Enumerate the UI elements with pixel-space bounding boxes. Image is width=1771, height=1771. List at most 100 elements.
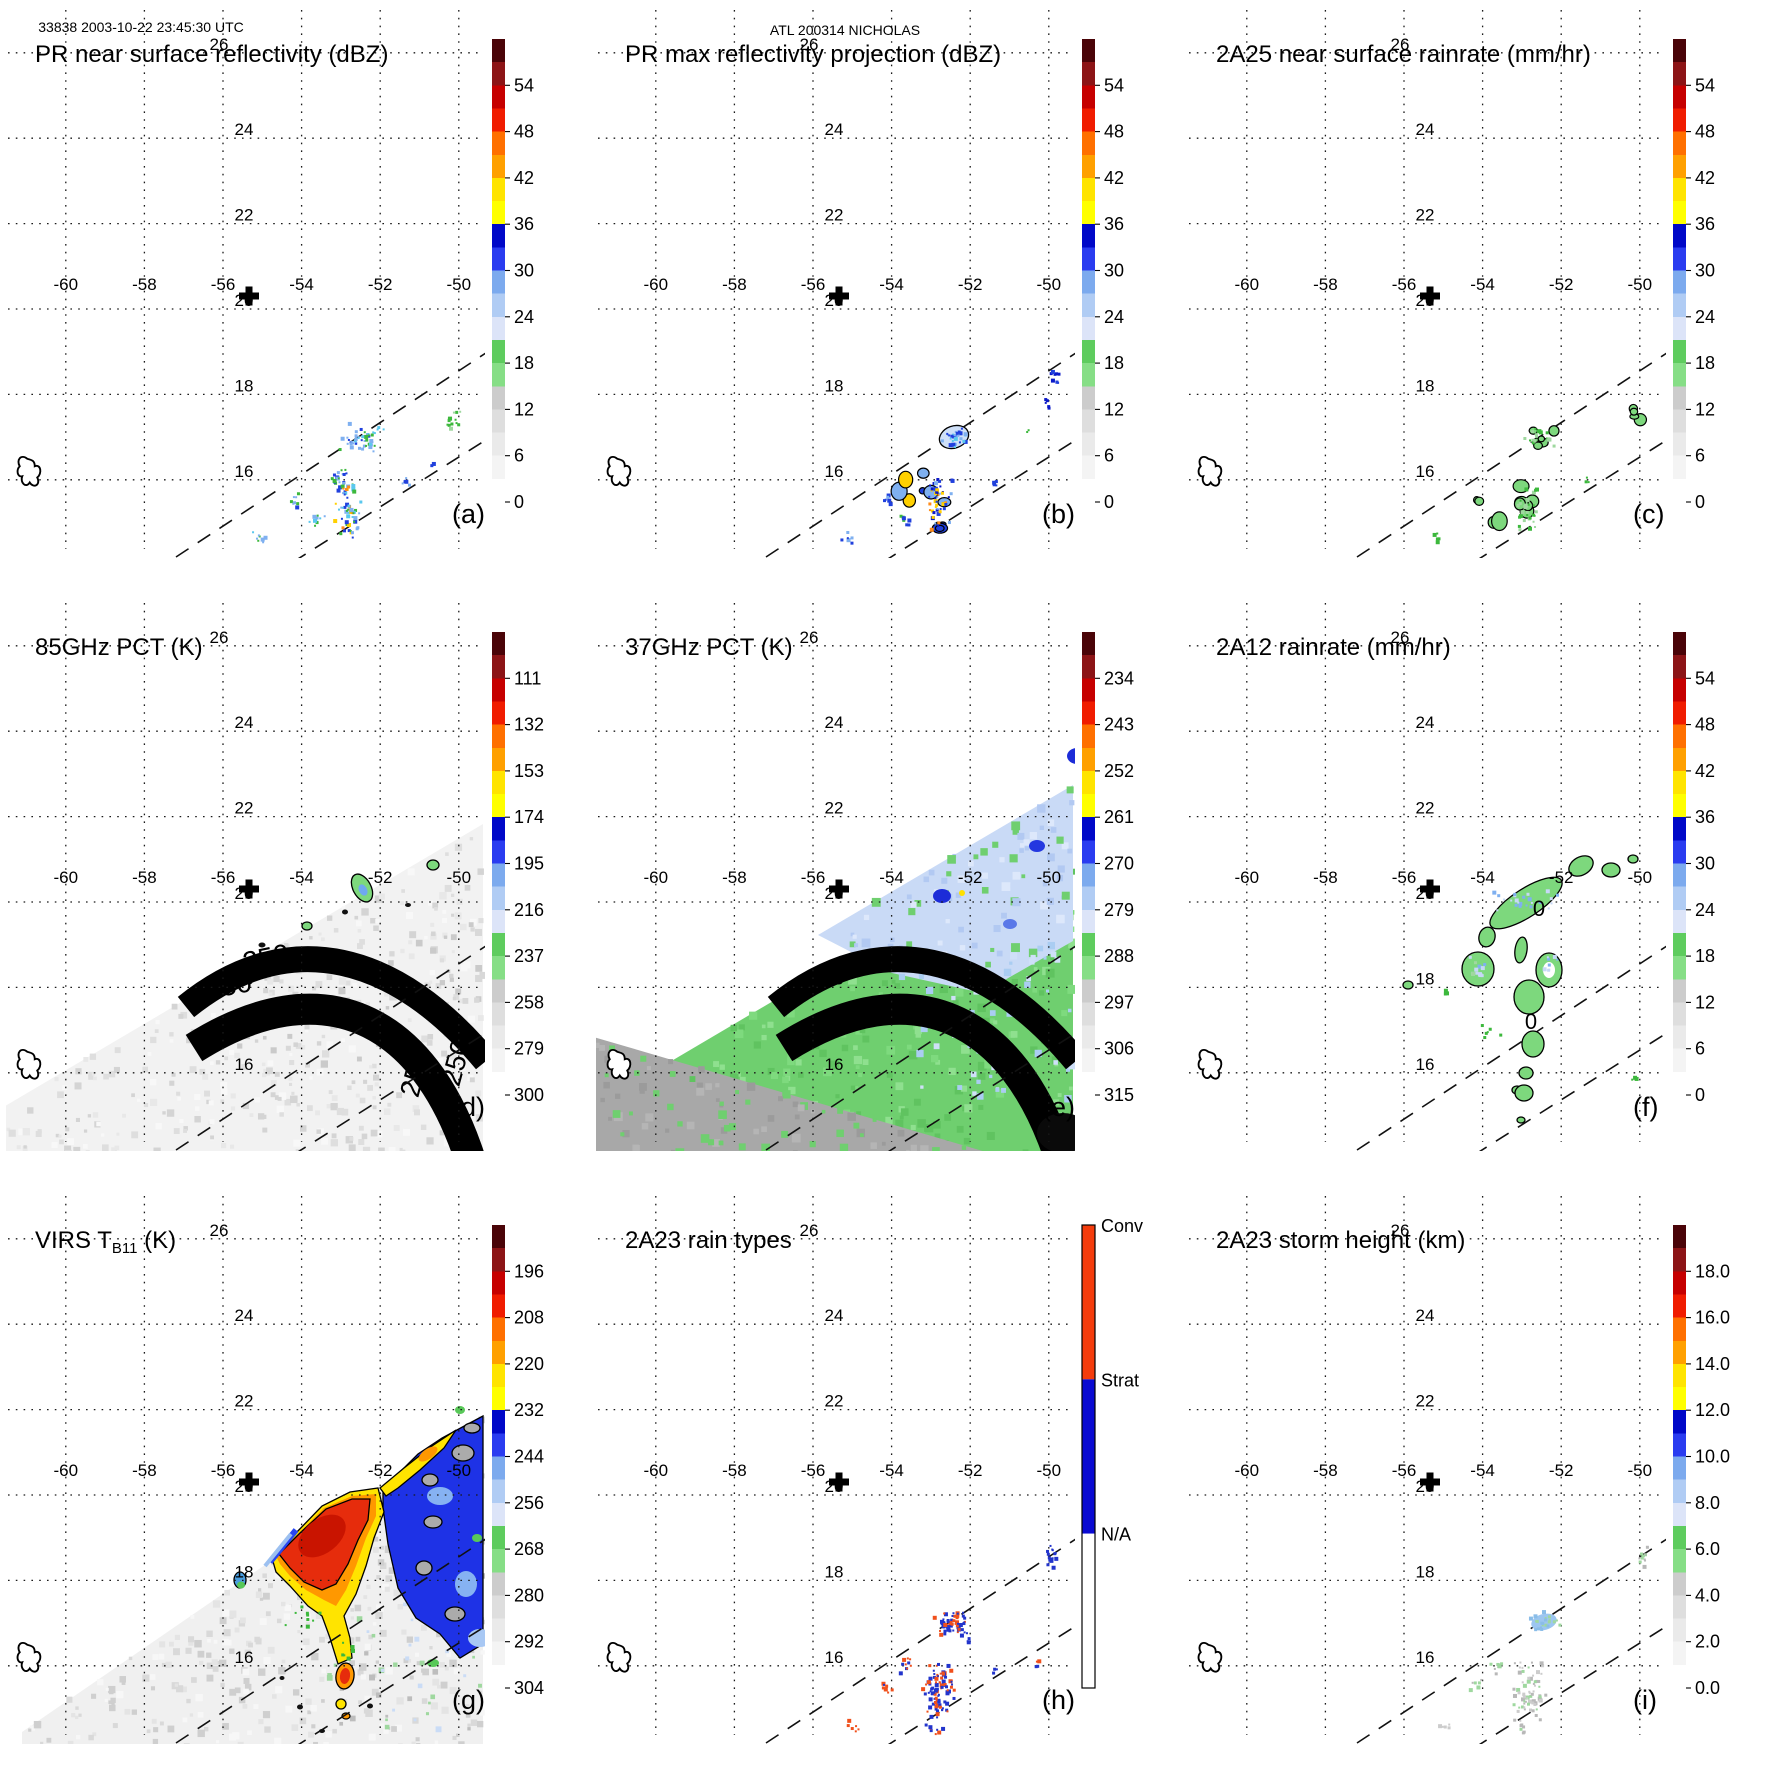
raintype-label: Conv — [1101, 1216, 1143, 1236]
colorbar-tick-label: 36 — [1695, 214, 1715, 234]
storm-center-marker — [239, 879, 259, 899]
lon-tick-label: -54 — [289, 868, 314, 887]
colorbar-pct37: 315 306 297 288 279 270 261 252 243 234 — [1082, 632, 1134, 1105]
lat-tick-label: 18 — [235, 1562, 254, 1581]
lon-tick-label: -56 — [211, 275, 236, 294]
swath-edge-line — [887, 1625, 1075, 1744]
colorbar-tick-label: 0 — [1695, 492, 1705, 512]
colorbar-tick-label: 6 — [1695, 446, 1705, 466]
colorbar-tick-label: 42 — [1695, 168, 1715, 188]
raintype-label: Strat — [1101, 1370, 1139, 1390]
lon-tick-label: -60 — [644, 868, 669, 887]
lon-tick-label: -50 — [1628, 275, 1653, 294]
colorbar-tick-label: 30 — [1104, 261, 1124, 281]
colorbar-tick-label: 18 — [1695, 353, 1715, 373]
lat-tick-label: 22 — [235, 206, 254, 225]
colorbar-tick-label: 234 — [1104, 668, 1134, 688]
lon-tick-label: -58 — [132, 1461, 157, 1480]
lat-tick-label: 18 — [1416, 969, 1435, 988]
lat-tick-label: 16 — [235, 1648, 254, 1667]
graticule — [8, 1196, 483, 1735]
colorbar-pct85: 300 279 258 237 216 195 174 153 132 111 — [492, 632, 544, 1105]
swath-edge-line — [1356, 1538, 1666, 1744]
lon-tick-label: -54 — [879, 275, 904, 294]
lon-tick-label: -50 — [1037, 275, 1062, 294]
lat-tick-label: 24 — [235, 120, 254, 139]
lon-tick-label: -54 — [1470, 868, 1495, 887]
colorbar-virs: 304 292 280 268 256 244 232 220 208 196 — [492, 1225, 544, 1698]
panel-title: 2A25 near surface rainrate (mm/hr) — [1216, 41, 1591, 68]
raintype-segment-Strat — [1082, 1379, 1095, 1534]
graticule — [598, 1196, 1073, 1735]
lon-tick-label: -56 — [211, 868, 236, 887]
lon-tick-label: -60 — [54, 1461, 79, 1480]
pr-swath-edges — [175, 945, 485, 1151]
swath-edge-line — [175, 1538, 485, 1744]
panel-title: 85GHz PCT (K) — [35, 634, 203, 661]
swath-edge-line — [765, 1538, 1075, 1744]
swath-edge-line — [297, 1032, 485, 1151]
panel-letter: (e) — [1042, 1092, 1075, 1122]
pr-swath-edges — [765, 1538, 1075, 1744]
colorbar-tick-label: 6 — [514, 446, 524, 466]
lon-tick-label: -56 — [1392, 1461, 1417, 1480]
lon-tick-label: -58 — [1313, 1461, 1338, 1480]
lat-tick-label: 16 — [825, 1055, 844, 1074]
lat-tick-label: 22 — [1416, 1392, 1435, 1411]
colorbar-gradient — [1673, 39, 1686, 502]
lon-tick-label: -58 — [722, 275, 747, 294]
colorbar-tick-label: 304 — [514, 1678, 544, 1698]
lon-tick-label: -54 — [879, 868, 904, 887]
lat-tick-label: 22 — [825, 1392, 844, 1411]
data-raster — [596, 748, 1075, 1151]
lon-tick-label: -56 — [1392, 275, 1417, 294]
graticule — [1189, 10, 1664, 549]
colorbar-gradient — [1082, 632, 1095, 1095]
colorbar-tick-label: 42 — [1695, 761, 1715, 781]
coastline-icon — [16, 1049, 42, 1080]
coastline-icon — [16, 456, 42, 487]
colorbar-tick-label: 24 — [1695, 900, 1715, 920]
colorbar-tick-label: 279 — [1104, 900, 1134, 920]
lon-tick-label: -52 — [958, 275, 983, 294]
data-specks — [252, 410, 462, 544]
lat-tick-label: 22 — [825, 799, 844, 818]
storm-center-marker — [239, 286, 259, 306]
lon-tick-label: -50 — [447, 1461, 472, 1480]
graticule — [8, 603, 483, 1142]
colorbar-dbz: 0 6 12 18 24 30 36 42 48 54 — [1673, 632, 1715, 1105]
colorbar-gradient — [1673, 632, 1686, 1095]
data-specks — [1438, 1545, 1649, 1735]
colorbar-tick-label: 48 — [1104, 122, 1124, 142]
colorbar-tick-label: 0 — [1104, 492, 1114, 512]
pr-swath-edges — [1356, 945, 1666, 1151]
colorbar-tick-label: 279 — [514, 1039, 544, 1059]
colorbar-tick-label: 132 — [514, 715, 544, 735]
colorbar-tick-label: 54 — [1695, 668, 1715, 688]
lon-tick-label: -50 — [447, 868, 472, 887]
lon-tick-label: -56 — [211, 1461, 236, 1480]
colorbar-tick-label: 244 — [514, 1447, 544, 1467]
lon-tick-label: -56 — [801, 275, 826, 294]
panel-letter: (b) — [1042, 499, 1075, 529]
graticule — [598, 603, 1073, 1142]
colorbar-tick-label: 16.0 — [1695, 1308, 1730, 1328]
swath-edge-line — [175, 352, 485, 558]
colorbar-tick-label: 297 — [1104, 992, 1134, 1012]
lat-tick-label: 24 — [825, 120, 844, 139]
lat-tick-label: 16 — [1416, 1648, 1435, 1667]
lon-tick-label: -60 — [1235, 1461, 1260, 1480]
colorbar-tick-label: 24 — [514, 307, 534, 327]
data-raster — [22, 1406, 485, 1744]
colorbar-tick-label: 300 — [514, 1085, 544, 1105]
panel-title: PR max reflectivity projection (dBZ) — [625, 41, 1001, 68]
colorbar-tick-label: 54 — [1695, 75, 1715, 95]
coastline-icon — [606, 456, 632, 487]
lon-tick-label: -58 — [722, 868, 747, 887]
colorbar-tick-label: 54 — [514, 75, 534, 95]
